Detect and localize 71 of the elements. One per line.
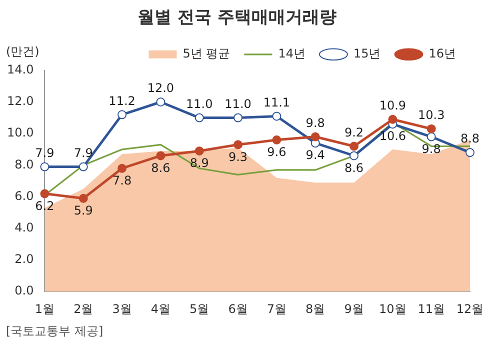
- legend-label: 5년 평균: [182, 46, 230, 61]
- y-tick-label: 14.0: [7, 62, 34, 77]
- x-tick-label: 7월: [266, 302, 287, 316]
- data-label: 7.8: [112, 173, 132, 188]
- x-tick-label: 11월: [418, 302, 445, 316]
- point: [388, 114, 398, 124]
- point: [234, 140, 243, 150]
- x-tick-label: 1월: [34, 302, 55, 316]
- point: [426, 132, 436, 142]
- point: [40, 162, 50, 172]
- point: [350, 151, 359, 160]
- data-label: 9.8: [422, 142, 441, 156]
- point: [194, 113, 204, 122]
- data-label: 9.3: [228, 150, 248, 164]
- point: [78, 194, 88, 203]
- data-label: 9.8: [306, 116, 325, 130]
- point: [78, 162, 88, 172]
- data-label: 5.9: [74, 204, 93, 218]
- y-axis-title: (만건): [6, 44, 40, 59]
- point: [350, 142, 359, 151]
- data-label: 11.1: [263, 95, 290, 110]
- point: [118, 110, 127, 120]
- data-label: 9.2: [344, 125, 364, 140]
- point: [156, 98, 166, 106]
- chart-title: 월별 전국 주택매매거래량: [138, 8, 336, 28]
- legend-label: 16년: [428, 46, 456, 61]
- x-tick-label: 12월: [456, 302, 484, 316]
- point: [310, 132, 320, 142]
- y-tick-label: 6.0: [14, 188, 34, 203]
- y-tick-label: 2.0: [14, 252, 34, 266]
- x-tick-label: 3월: [112, 302, 132, 316]
- data-label: 7.9: [74, 146, 93, 160]
- point: [156, 151, 166, 160]
- y-tick-label: 12.0: [7, 94, 34, 108]
- data-label: 8.6: [151, 160, 170, 175]
- text: [국토교통부 제공]: [5, 323, 104, 340]
- data-label: 6.2: [35, 198, 54, 213]
- data-label: 9.4: [306, 148, 325, 162]
- data-label: 11.0: [186, 96, 213, 111]
- data-label: 8.6: [344, 160, 364, 175]
- data-label: 12.0: [147, 81, 174, 96]
- data-label: 7.9: [35, 146, 54, 160]
- x-tick-label: 4월: [150, 302, 171, 316]
- y-tick-label: 8.0: [14, 157, 34, 172]
- point: [234, 113, 243, 122]
- legend-label: 15년: [353, 46, 381, 61]
- x-tick-label: 9월: [344, 302, 364, 316]
- data-label: 9.6: [267, 145, 286, 160]
- point: [40, 189, 50, 198]
- point: [272, 112, 282, 121]
- point: [272, 135, 282, 144]
- point: [118, 164, 127, 173]
- x-tick-label: 2월: [74, 302, 94, 316]
- data-label: 11.2: [108, 94, 136, 108]
- y-tick-label: 4.0: [14, 220, 34, 235]
- y-tick-label: 10.0: [7, 126, 34, 140]
- data-label: 11.0: [224, 96, 252, 111]
- point: [194, 146, 204, 156]
- y-tick-label: 0.0: [14, 284, 34, 298]
- data-label: 10.6: [379, 129, 406, 144]
- data-label: 10.9: [379, 98, 406, 113]
- x-tick-label: 8월: [306, 302, 326, 316]
- point: [466, 148, 474, 158]
- x-tick-label: 6월: [228, 302, 248, 316]
- legend-label: 14년: [278, 46, 306, 61]
- data-label: 10.3: [418, 108, 445, 122]
- x-tick-label: 5월: [190, 302, 210, 316]
- x-tick-label: 10월: [379, 302, 406, 316]
- data-label: 8.9: [190, 156, 209, 170]
- point: [426, 124, 436, 134]
- data-label: 8.8: [460, 132, 480, 146]
